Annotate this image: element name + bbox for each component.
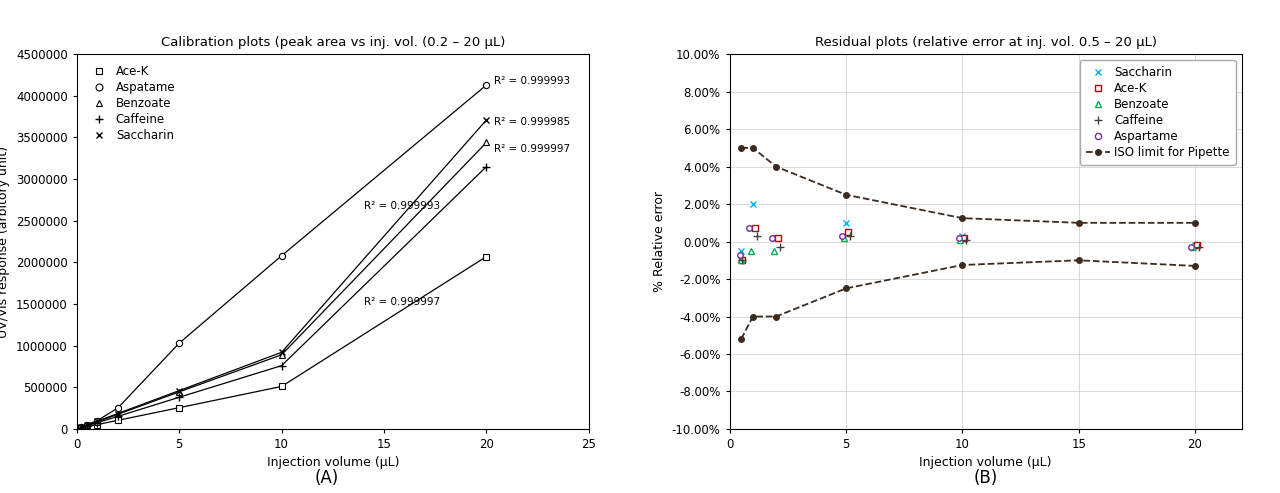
- Legend: Ace-K, Aspatame, Benzoate, Caffeine, Saccharin: Ace-K, Aspatame, Benzoate, Caffeine, Sac…: [83, 60, 180, 146]
- Text: R² = 0.999997: R² = 0.999997: [494, 144, 570, 154]
- Text: R² = 0.999985: R² = 0.999985: [494, 117, 570, 127]
- Title: Residual plots (relative error at inj. vol. 0.5 – 20 μL): Residual plots (relative error at inj. v…: [814, 36, 1157, 49]
- Y-axis label: % Relative error: % Relative error: [653, 191, 666, 292]
- Text: R² = 0.999993: R² = 0.999993: [364, 201, 439, 211]
- Title: Calibration plots (peak area vs inj. vol. (0.2 – 20 μL): Calibration plots (peak area vs inj. vol…: [160, 36, 506, 49]
- X-axis label: Injection volume (μL): Injection volume (μL): [266, 457, 399, 469]
- Text: (A): (A): [315, 469, 338, 487]
- Legend: Saccharin, Ace-K, Benzoate, Caffeine, Aspartame, ISO limit for Pipette: Saccharin, Ace-K, Benzoate, Caffeine, As…: [1080, 60, 1235, 165]
- Y-axis label: UV/Vis response (arbitory unit): UV/Vis response (arbitory unit): [0, 145, 10, 338]
- Text: R² = 0.999997: R² = 0.999997: [364, 297, 439, 307]
- X-axis label: Injection volume (μL): Injection volume (μL): [919, 457, 1052, 469]
- Text: (B): (B): [974, 469, 997, 487]
- Text: R² = 0.999993: R² = 0.999993: [494, 76, 570, 86]
